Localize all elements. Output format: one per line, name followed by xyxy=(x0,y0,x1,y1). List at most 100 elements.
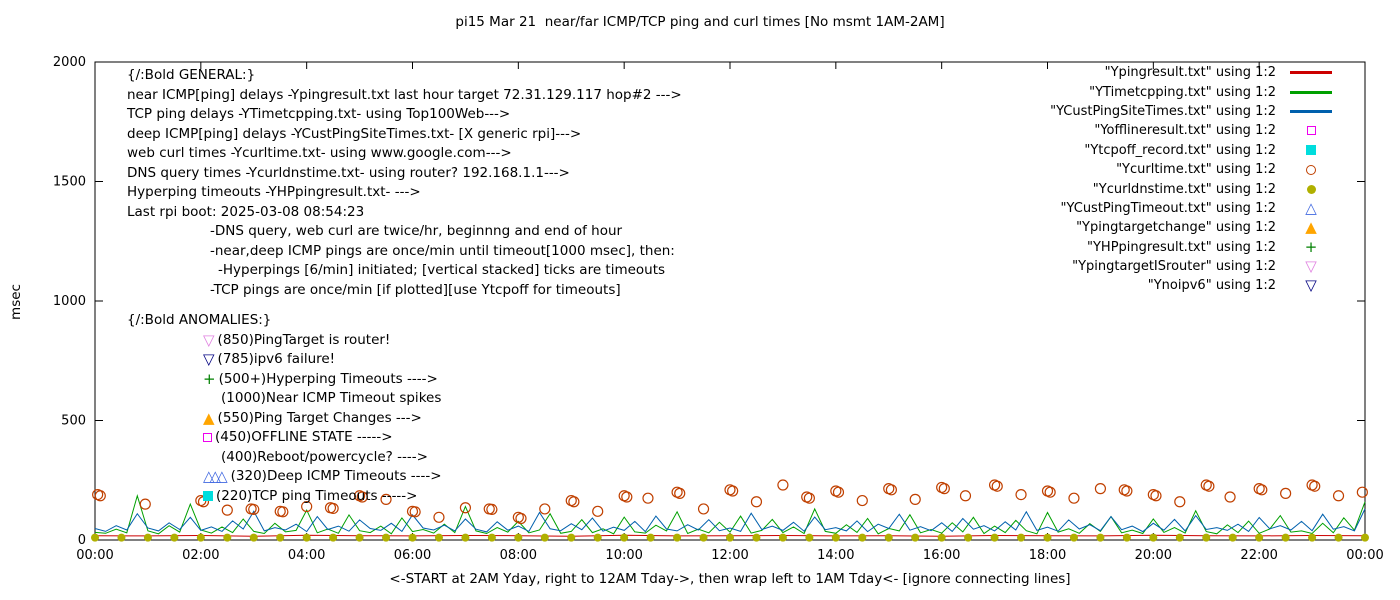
anomaly-text: (400)Reboot/powercycle? ----> xyxy=(221,448,428,465)
x-tick-label: 20:00 xyxy=(1135,548,1172,563)
x-tick-label: 02:00 xyxy=(182,548,219,563)
anomaly-text: (500+)Hyperping Timeouts ----> xyxy=(218,370,438,387)
anomaly-line: (220)TCP ping Timeouts -----> xyxy=(127,487,442,507)
x-axis-label: <-START at 2AM Yday, right to 12AM Tday-… xyxy=(389,571,1071,587)
legend-item: "Ycurltime.txt" using 1:2 xyxy=(1050,160,1334,179)
legend-sample xyxy=(1288,145,1334,156)
tri-down-open-marker-icon: ▽ xyxy=(1305,257,1317,276)
x-tick-label: 00:00 xyxy=(1346,548,1383,563)
legend-sample xyxy=(1288,109,1334,113)
tri-down-open-marker-icon: ▽ xyxy=(203,330,215,349)
anomaly-line: (1000)Near ICMP Timeout spikes xyxy=(127,389,442,409)
y-tick-label: 2000 xyxy=(53,55,86,70)
annotation-line: -TCP pings are once/min [if plotted][use… xyxy=(210,281,621,298)
anomaly-text: (220)TCP ping Timeouts -----> xyxy=(216,487,418,504)
legend-item: "YCustPingSiteTimes.txt" using 1:2 xyxy=(1050,102,1334,121)
annotation-anomalies-block: {/:Bold ANOMALIES:} ▽ (850)PingTarget is r… xyxy=(127,311,442,506)
legend-sample xyxy=(1288,164,1334,175)
annotation-general-header: {/:Bold GENERAL:} xyxy=(127,67,256,83)
anomaly-line: ▽ (785)ipv6 failure! xyxy=(127,350,442,370)
legend-sample: + xyxy=(1288,239,1334,255)
legend-label: "YCustPingSiteTimes.txt" using 1:2 xyxy=(1050,103,1276,119)
line-marker-icon xyxy=(1290,71,1332,75)
legend-sample xyxy=(1288,126,1334,136)
legend-label: "Ynoipv6" using 1:2 xyxy=(1147,278,1276,294)
anomaly-line: ▽ (850)PingTarget is router! xyxy=(127,331,442,351)
anomaly-line: △ △ △ (320)Deep ICMP Timeouts ----> xyxy=(127,467,442,487)
x-tick-label: 00:00 xyxy=(76,548,113,563)
square-open-marker-icon xyxy=(1306,126,1316,136)
anomaly-text: (785)ipv6 failure! xyxy=(217,351,336,367)
chart-title: pi15 Mar 21 near/far ICMP/TCP ping and c… xyxy=(455,14,945,30)
legend-sample: ▽ xyxy=(1288,278,1334,293)
legend-sample xyxy=(1288,90,1334,94)
legend-sample: △ xyxy=(1288,198,1334,217)
plus-marker-icon: + xyxy=(203,369,216,388)
tri-up-open-marker-icon: △ xyxy=(203,467,215,486)
legend-sample: ▲ xyxy=(1288,220,1334,235)
legend-item: "Ypingresult.txt" using 1:2 xyxy=(1050,63,1334,82)
circle-open-marker-icon xyxy=(1306,164,1316,175)
legend-item: "Ypingtargetchange" using 1:2 ▲ xyxy=(1050,218,1334,237)
annotation-line: -near,deep ICMP pings are once/min until… xyxy=(210,242,675,259)
line-marker-icon xyxy=(1290,90,1332,94)
series-points-Ycurltime xyxy=(92,479,1368,525)
legend-label: "Ytcpoff_record.txt" using 1:2 xyxy=(1084,142,1276,158)
anomaly-line: ▲ (550)Ping Target Changes ---> xyxy=(127,409,442,429)
legend-label: "Ycurltime.txt" using 1:2 xyxy=(1116,162,1276,178)
x-tick-label: 18:00 xyxy=(1029,548,1066,563)
annotation-line: web curl times -Ycurltime.txt- using www… xyxy=(127,145,512,161)
annotation-general-block: {/:Bold GENERAL:} near ICMP[ping] delays … xyxy=(127,66,682,300)
anomaly-text: (1000)Near ICMP Timeout spikes xyxy=(221,390,442,406)
tri-up-open-marker-icon: △ xyxy=(209,467,222,486)
tri-up-fill-marker-icon: ▲ xyxy=(1305,218,1317,237)
anomaly-text: (450)OFFLINE STATE -----> xyxy=(215,429,393,445)
annotation-anomalies-header: {/:Bold ANOMALIES:} xyxy=(127,312,272,328)
annotation-line: deep ICMP[ping] delays -YCustPingSiteTim… xyxy=(127,125,582,142)
tri-down-open-marker-icon: ▽ xyxy=(203,350,215,369)
y-tick-label: 1000 xyxy=(53,294,86,309)
anomaly-line: (450)OFFLINE STATE -----> xyxy=(127,428,442,448)
series-line-YCustPingSiteTimes xyxy=(94,508,1366,533)
legend-label: "YCustPingTimeout.txt" using 1:2 xyxy=(1060,200,1276,216)
x-tick-label: 16:00 xyxy=(923,548,960,563)
legend-label: "YpingtargetISrouter" using 1:2 xyxy=(1072,259,1276,275)
tri-down-open-marker-icon: ▽ xyxy=(1305,276,1317,295)
x-tick-label: 04:00 xyxy=(288,548,325,563)
anomaly-text: (850)PingTarget is router! xyxy=(217,331,391,348)
anomaly-text: (320)Deep ICMP Timeouts ----> xyxy=(230,468,442,484)
square-fill-marker-icon xyxy=(203,491,213,502)
x-tick-label: 14:00 xyxy=(817,548,854,563)
legend-item: "YTimetcpping.txt" using 1:2 xyxy=(1050,82,1334,101)
legend-item: "YpingtargetISrouter" using 1:2 ▽ xyxy=(1050,257,1334,276)
anomaly-line: (400)Reboot/powercycle? ----> xyxy=(127,448,442,468)
legend-label: "YTimetcpping.txt" using 1:2 xyxy=(1089,84,1276,100)
legend-sample xyxy=(1288,184,1334,194)
x-tick-label: 08:00 xyxy=(500,548,537,563)
legend-sample xyxy=(1288,71,1334,75)
annotation-line: -DNS query, web curl are twice/hr, begin… xyxy=(210,223,623,239)
annotation-line: DNS query times -Ycurldnstime.txt- using… xyxy=(127,164,570,181)
legend-label: "Yofflineresult.txt" using 1:2 xyxy=(1094,123,1276,139)
x-tick-label: 12:00 xyxy=(711,548,748,563)
line-marker-icon xyxy=(1290,109,1332,113)
y-tick-label: 0 xyxy=(78,533,86,548)
annotation-line: near ICMP[ping] delays -Ypingresult.txt … xyxy=(127,86,682,103)
annotation-line: Last rpi boot: 2025-03-08 08:54:23 xyxy=(127,203,365,220)
x-tick-label: 10:00 xyxy=(605,548,642,563)
y-tick-label: 500 xyxy=(61,414,86,429)
circle-fill-marker-icon xyxy=(1306,184,1316,194)
series-line-YTimetcpping xyxy=(94,494,1366,535)
anomaly-text: (550)Ping Target Changes ---> xyxy=(217,409,422,426)
tri-up-fill-marker-icon: ▲ xyxy=(203,408,215,427)
legend-item: "Yofflineresult.txt" using 1:2 xyxy=(1050,121,1334,140)
y-tick-label: 1500 xyxy=(53,175,86,190)
x-tick-label: 06:00 xyxy=(394,548,431,563)
tri-up-open-marker-icon: △ xyxy=(1305,198,1317,217)
legend-item: "YHPpingresult.txt" using 1:2 + xyxy=(1050,238,1334,257)
square-fill-marker-icon xyxy=(1306,145,1316,156)
square-open-marker-icon xyxy=(203,433,212,443)
legend-item: "Ynoipv6" using 1:2 ▽ xyxy=(1050,276,1334,295)
legend: "Ypingresult.txt" using 1:2 "YTimetcpping… xyxy=(1050,63,1334,296)
